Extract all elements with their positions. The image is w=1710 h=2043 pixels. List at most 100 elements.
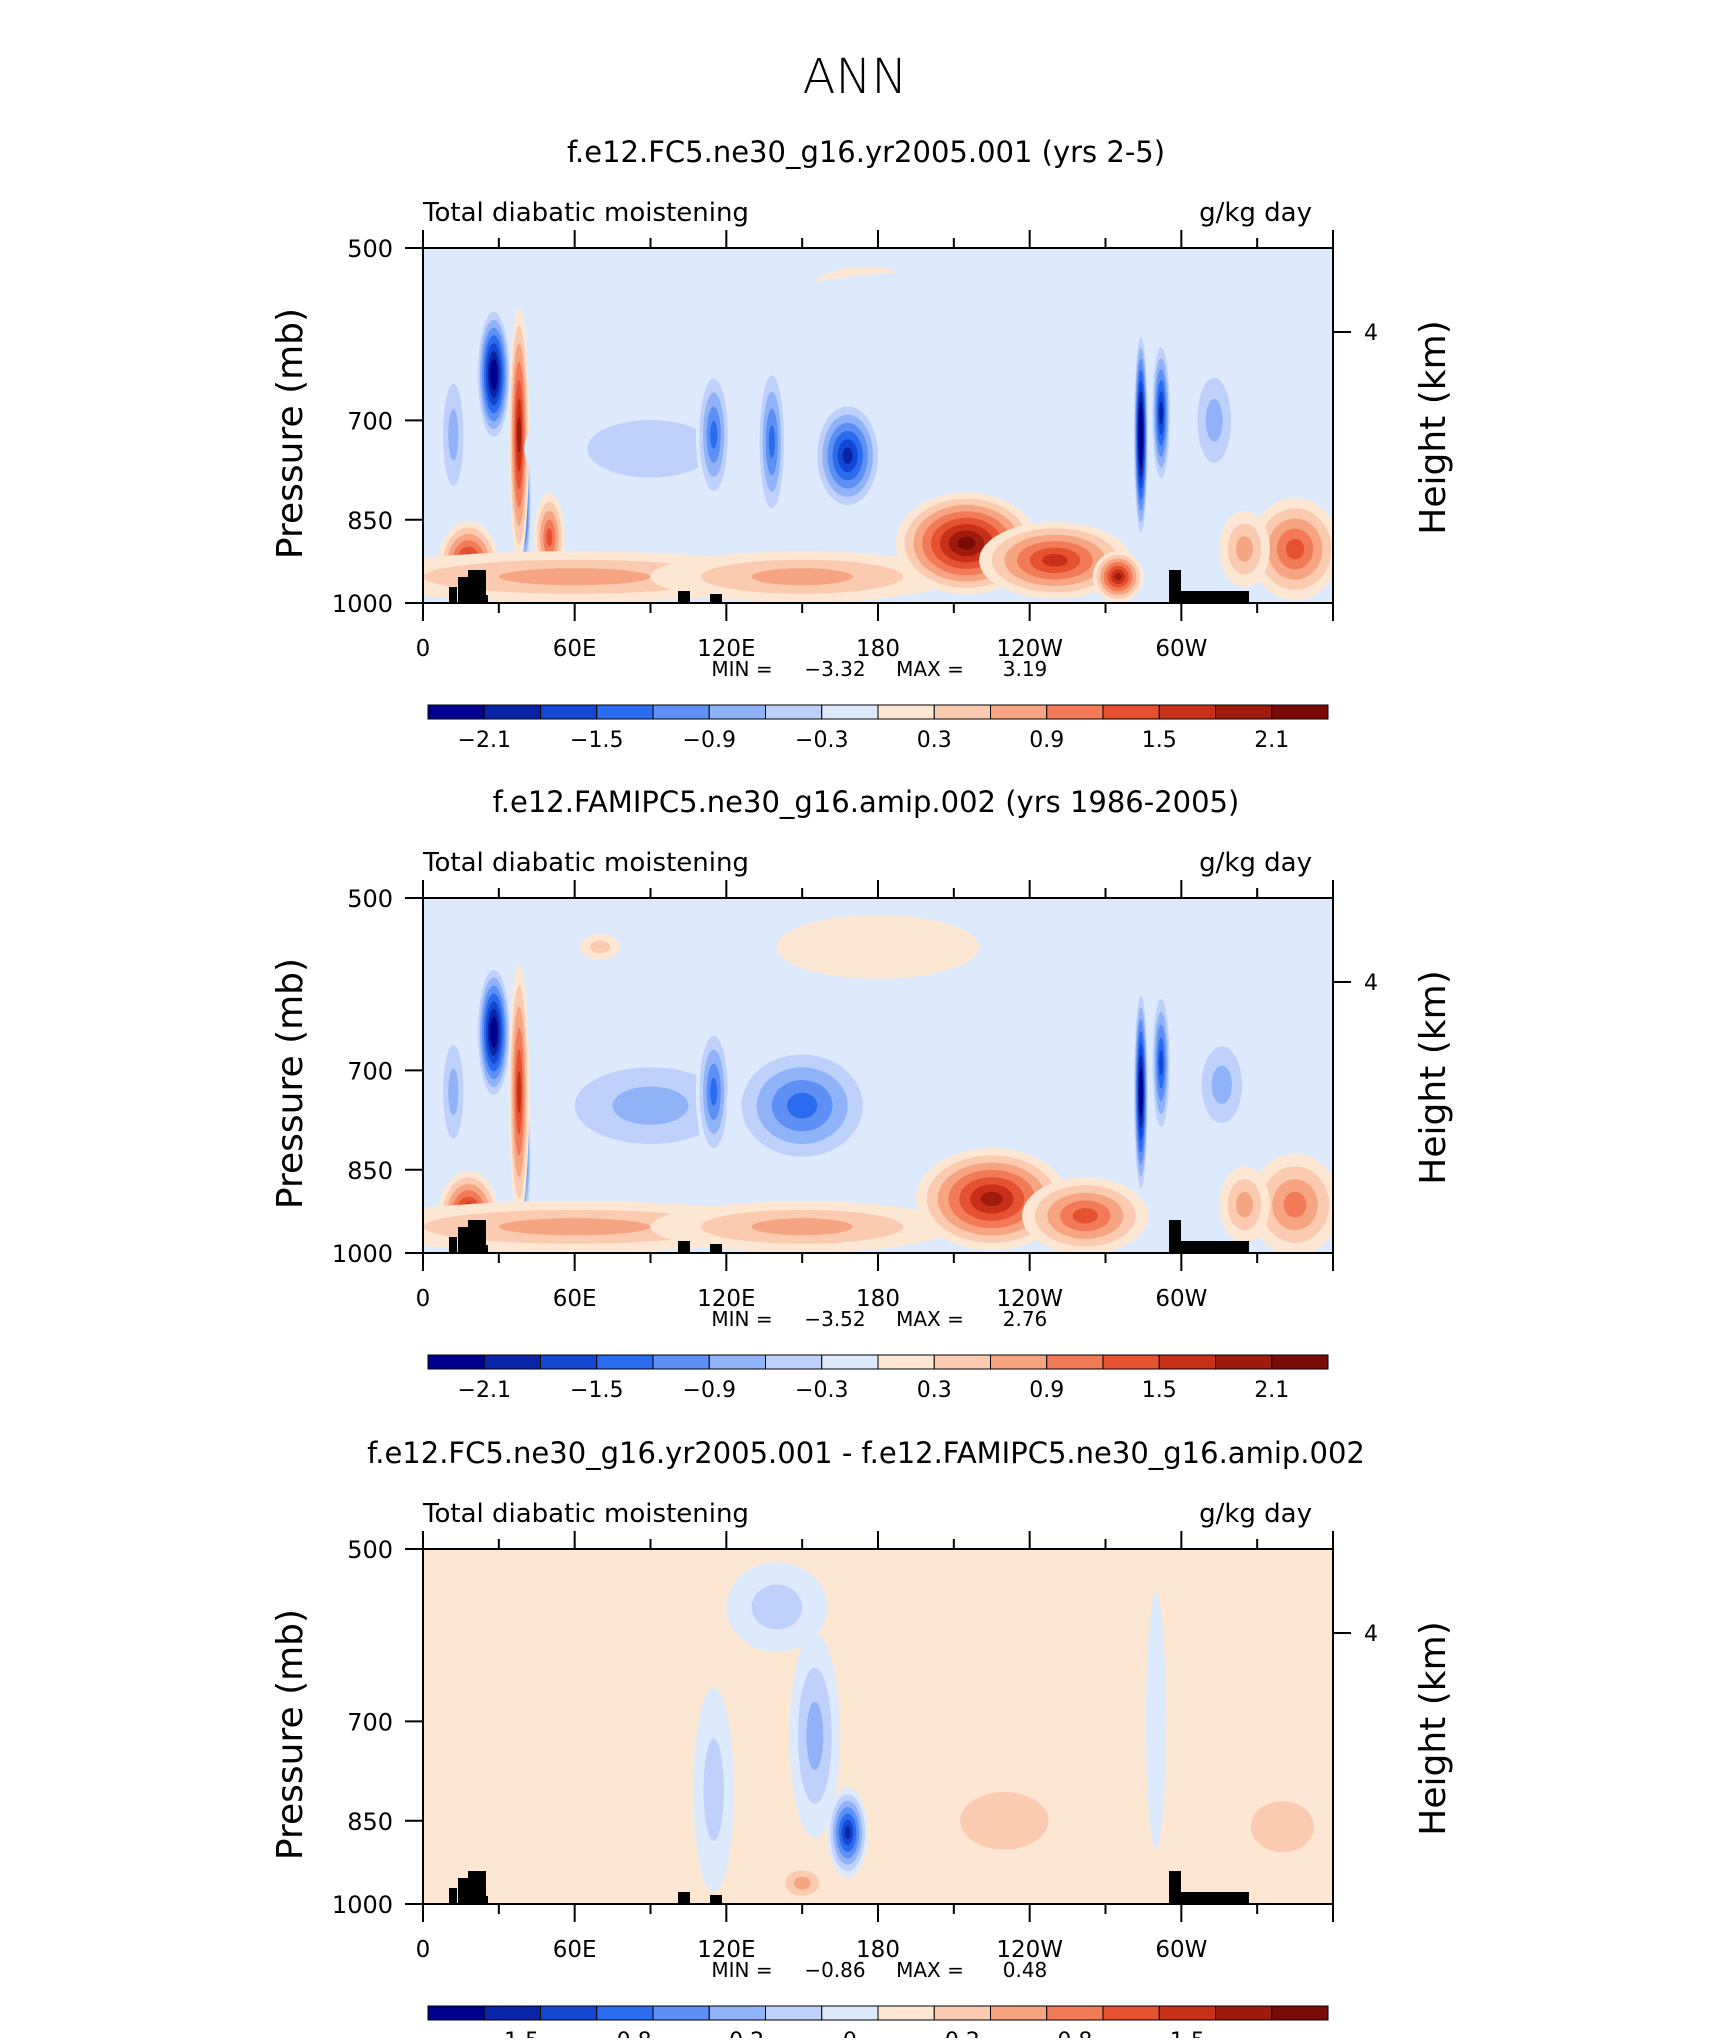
y-axis-label: Pressure (mb) [270, 308, 311, 559]
height-tick-label: 4 [1364, 1622, 1378, 1647]
height-axis-label: Height (km) [1413, 970, 1454, 1184]
height-axis-label: Height (km) [1413, 1621, 1454, 1835]
max-value: 2.76 [1003, 1307, 1048, 1331]
contour-field [423, 266, 1333, 603]
colorbar-label: 1.5 [1142, 1378, 1177, 1403]
colorbar-label: 0.9 [1029, 1378, 1064, 1403]
contour-feature-18-level-4 [1283, 1191, 1307, 1218]
contour-feature-10-level-3 [751, 1218, 853, 1236]
max-label: MAX = [896, 1307, 964, 1331]
contour-feature-5-level-5 [546, 528, 553, 547]
y-tick-label: 500 [347, 885, 393, 913]
units-label: g/kg day [1199, 198, 1312, 228]
colorbar-swatch [1271, 2005, 1329, 2021]
colorbar-swatch [877, 2005, 935, 2021]
colorbar-swatch [990, 2005, 1048, 2021]
colorbar-swatch [1102, 1354, 1160, 1370]
colorbar-label: −1.5 [486, 2029, 539, 2038]
x-tick-label: 0 [416, 1286, 431, 1312]
colorbar-label: −0.9 [683, 1378, 736, 1403]
x-tick-label: 60W [1155, 1286, 1207, 1312]
colorbar-swatch [1158, 2005, 1216, 2021]
units-label: g/kg day [1199, 1499, 1312, 1529]
contour-feature-8-level-2 [960, 1792, 1049, 1850]
figure-title: ANN [803, 49, 908, 105]
units-label: g/kg day [1199, 848, 1312, 878]
contour-feature-3-level-3 [448, 1068, 459, 1116]
contour-field [423, 1562, 1333, 1904]
topography-block [1179, 1892, 1249, 1904]
colorbar-swatch [540, 1354, 598, 1370]
x-tick-label: 120W [996, 1937, 1063, 1963]
colorbar: −2.1 −1.5 −0.9 −0.3 0.3 0.9 1.5 2.1 [427, 1354, 1329, 1403]
contour-feature-6-level-7 [844, 1826, 851, 1840]
colorbar-swatch [596, 1354, 654, 1370]
contour-feature-19-level-3 [1236, 1191, 1253, 1218]
contour-feature-14-level-6 [1042, 553, 1068, 567]
colorbar-label: −1.5 [570, 1378, 623, 1403]
colorbar-swatch [990, 1354, 1048, 1370]
x-tick-label: 180 [856, 1286, 900, 1312]
colorbar-label: 1.5 [1170, 2029, 1205, 2038]
colorbar-swatch [652, 2005, 710, 2021]
colorbar-label: −2.1 [458, 1378, 511, 1403]
colorbar: −1.5 −0.8 −0.2 0 0.2 0.8 1.5 [427, 2005, 1329, 2043]
y-tick-label: 850 [347, 1808, 393, 1836]
colorbar-swatch [1158, 1354, 1216, 1370]
contour-feature-3-level-3 [448, 409, 459, 461]
y-tick-label: 850 [347, 1157, 393, 1185]
colorbar-swatch [708, 704, 766, 720]
panel-title: f.e12.FAMIPC5.ne30_g16.amip.002 (yrs 198… [493, 785, 1240, 819]
colorbar-swatch [483, 1354, 541, 1370]
min-value: −3.32 [804, 657, 865, 681]
y-tick-label: 1000 [332, 1240, 393, 1268]
contour-feature-17-level-3 [1211, 1065, 1232, 1104]
min-label: MIN = [711, 1958, 772, 1982]
colorbar-label: −0.3 [795, 728, 848, 753]
colorbar-label: 0.8 [1057, 2029, 1092, 2038]
y-tick-label: 700 [347, 1057, 393, 1085]
colorbar-label: 2.1 [1254, 728, 1289, 753]
min-value: −0.86 [804, 1958, 865, 1982]
colorbar-swatch [821, 2005, 879, 2021]
y-tick-label: 850 [347, 507, 393, 535]
colorbar-label: 0.9 [1029, 728, 1064, 753]
contour-feature-10-level-5 [768, 425, 775, 459]
colorbar-swatch [765, 704, 823, 720]
topography-block [710, 1895, 722, 1904]
x-tick-label: 60E [553, 1937, 597, 1963]
x-tick-label: 120W [996, 1286, 1063, 1312]
x-tick-label: 120E [697, 1286, 755, 1312]
colorbar-label: 0.2 [945, 2029, 980, 2038]
topography-block [476, 1896, 488, 1904]
topography-block [1169, 570, 1181, 603]
contour-feature-9-level-1 [1145, 1593, 1167, 1850]
colorbar-swatch [933, 1354, 991, 1370]
contour-feature-16-level-6 [1159, 1050, 1164, 1076]
y-axis-label: Pressure (mb) [270, 958, 311, 1209]
colorbar-swatch [1271, 1354, 1329, 1370]
y-tick-label: 700 [347, 1708, 393, 1736]
colorbar-label: 2.1 [1254, 1378, 1289, 1403]
x-tick-label: 120W [996, 636, 1063, 662]
colorbar: −2.1 −1.5 −0.9 −0.3 0.3 0.9 1.5 2.1 [427, 704, 1329, 753]
contour-feature-9-level-5 [710, 420, 718, 449]
panel-2: f.e12.FAMIPC5.ne30_g16.amip.002 (yrs 198… [270, 785, 1454, 1403]
topography-block [1179, 1241, 1249, 1253]
x-tick-label: 60E [553, 1286, 597, 1312]
contour-feature-7-level-3 [612, 1086, 689, 1125]
colorbar-swatch [821, 704, 879, 720]
colorbar-swatch [483, 2005, 541, 2021]
y-axis-label: Pressure (mb) [270, 1609, 311, 1860]
contour-feature-4-level-2 [751, 1584, 803, 1630]
min-value: −3.52 [804, 1307, 865, 1331]
topography-block [1179, 591, 1249, 603]
colorbar-label: 1.5 [1142, 728, 1177, 753]
x-tick-label: 180 [856, 636, 900, 662]
height-tick-label: 4 [1364, 321, 1378, 346]
variable-label: Total diabatic moistening [422, 198, 749, 228]
contour-feature-17-level-1 [751, 267, 1308, 345]
colorbar-swatch [652, 1354, 710, 1370]
colorbar-label: −0.2 [711, 2029, 764, 2038]
contour-feature-1-level-9 [491, 366, 496, 383]
